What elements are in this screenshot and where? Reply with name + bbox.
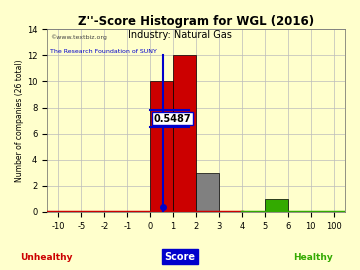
Bar: [150, 81, 173, 212]
Text: Industry: Natural Gas: Industry: Natural Gas: [128, 30, 232, 40]
Title: Z''-Score Histogram for WGL (2016): Z''-Score Histogram for WGL (2016): [78, 15, 314, 28]
Bar: [265, 199, 288, 212]
Text: Unhealthy: Unhealthy: [21, 253, 73, 262]
Bar: [196, 173, 219, 212]
Text: ©www.textbiz.org: ©www.textbiz.org: [50, 34, 107, 40]
Text: Score: Score: [165, 252, 195, 262]
Bar: [173, 55, 196, 212]
Text: The Research Foundation of SUNY: The Research Foundation of SUNY: [50, 49, 157, 54]
Text: 0.5487: 0.5487: [154, 114, 191, 124]
Y-axis label: Number of companies (26 total): Number of companies (26 total): [15, 59, 24, 182]
Text: Healthy: Healthy: [293, 253, 333, 262]
